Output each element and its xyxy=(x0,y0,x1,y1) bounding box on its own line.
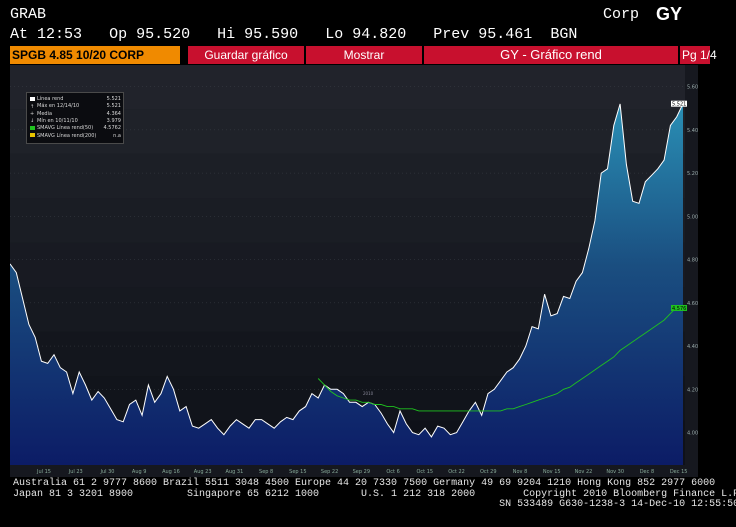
x-tick-label: Aug 23 xyxy=(194,469,212,475)
x-tick-label: Sep 8 xyxy=(259,469,273,475)
square-icon xyxy=(30,125,35,130)
sma-value-label: 4.576 xyxy=(672,306,686,312)
x-tick-label: Dec 15 xyxy=(670,469,688,475)
x-tick-label: Sep 29 xyxy=(353,469,370,475)
legend-value: 3.979 xyxy=(106,117,121,124)
square-icon xyxy=(30,133,35,137)
x-tick-label: Aug 9 xyxy=(132,469,147,475)
pricing-source: BGN xyxy=(550,26,578,43)
legend-item: + Media 4.364 xyxy=(30,111,121,118)
sector-label: Corp xyxy=(603,6,640,23)
legend-label: Mín en 10/11/10 xyxy=(37,117,78,124)
legend-label: Media xyxy=(37,110,53,117)
y-tick-label: 5.000 xyxy=(687,214,698,220)
background-band xyxy=(10,198,685,243)
background-band xyxy=(10,242,685,288)
footer-line-1: Australia 61 2 9777 8600 Brazil 5511 304… xyxy=(13,478,716,489)
low-value: 94.820 xyxy=(352,26,407,43)
save-chart-button[interactable]: Guardar gráfico xyxy=(188,46,304,64)
yield-chart[interactable]: 5.600 5.400 5.200 5.000 4.800 4.600 4.400 4.200… xyxy=(10,65,698,477)
open-label: Op xyxy=(109,26,128,43)
prev-value: 95.461 xyxy=(478,26,533,43)
footer-line-3: SN 533489 G630-1238-3 14-Dec-10 12:55:50 xyxy=(13,499,736,510)
x-tick-label: Jul 15 xyxy=(36,469,51,475)
x-tick-label: Oct 22 xyxy=(448,469,465,475)
ticker: GRAB xyxy=(10,6,47,23)
y-tick-label: 5.600 xyxy=(687,85,698,91)
sma-value-box xyxy=(671,304,687,311)
square-icon xyxy=(30,96,35,101)
legend-label: Línea rend xyxy=(37,96,64,102)
y-tick-label: 4.400 xyxy=(687,344,698,350)
y-tick-label: 5.400 xyxy=(687,128,698,134)
legend-label: SMAVG Línea rend(50) xyxy=(37,125,94,132)
chart-title-bar: GY - Gráfico rend xyxy=(424,46,678,64)
high-label: Hi xyxy=(217,26,236,43)
x-tick-label: Jul 23 xyxy=(68,469,83,475)
legend-value: 4.5762 xyxy=(103,125,122,132)
chart-svg: 5.600 5.400 5.200 5.000 4.800 4.600 4.400 4.200… xyxy=(10,65,698,477)
x-tick-label: Oct 15 xyxy=(416,469,433,475)
yield-line xyxy=(10,103,684,438)
legend-item: Línea rend 5.521 xyxy=(30,96,121,103)
quote-time: 12:53 xyxy=(37,26,83,43)
legend-label: Máx en 12/14/10 xyxy=(37,103,80,110)
last-value-box xyxy=(671,100,687,107)
x-tick-label: Aug 31 xyxy=(226,469,244,475)
open-value: 95.520 xyxy=(136,26,191,43)
y-tick-label: 4.200 xyxy=(687,387,698,393)
down-arrow-icon: ↓ xyxy=(30,118,35,125)
security-field[interactable]: SPGB 4.85 10/20 CORP xyxy=(10,46,180,64)
chart-legend[interactable]: Línea rend 5.521 ↑ Máx en 12/14/10 5.521 + Med… xyxy=(26,92,124,144)
legend-value: 4.364 xyxy=(106,110,121,117)
legend-item: ↑ Máx en 12/14/10 5.521 xyxy=(30,103,121,110)
plus-icon: + xyxy=(30,111,35,118)
x-tick-label: Nov 22 xyxy=(575,469,593,475)
sma50-line xyxy=(317,306,684,412)
header-quote-line: At 12:53 Op 95.520 Hi 95.590 Lo 94.820 P… xyxy=(10,26,577,43)
y-tick-label: 4.000 xyxy=(687,431,698,437)
x-tick-label: Sep 22 xyxy=(321,469,338,475)
legend-value: 5.521 xyxy=(106,103,121,110)
up-arrow-icon: ↑ xyxy=(30,103,35,110)
x-tick-label: Nov 8 xyxy=(513,469,528,475)
header-line-1: GRAB xyxy=(10,6,46,23)
page-indicator[interactable]: Pg 1/4 xyxy=(680,46,717,64)
x-tick-label: Jul 30 xyxy=(99,469,114,475)
x-tick-label: Nov 15 xyxy=(543,469,561,475)
background-band xyxy=(10,153,685,199)
low-label: Lo xyxy=(325,26,344,43)
show-button[interactable]: Mostrar xyxy=(306,46,422,64)
at-label: At xyxy=(10,26,29,43)
y-tick-label: 4.800 xyxy=(687,258,698,264)
last-value-label: 5.521 xyxy=(672,102,686,108)
x-tick-label: Oct 29 xyxy=(480,469,497,475)
x-tick-label: Dec 8 xyxy=(640,469,654,475)
yield-area xyxy=(10,103,683,465)
x-tick-label: Oct 6 xyxy=(386,469,399,475)
toolbar: SPGB 4.85 10/20 CORP Guardar gráfico Mos… xyxy=(10,46,717,64)
y-tick-label: 5.200 xyxy=(687,171,698,177)
footer: Australia 61 2 9777 8600 Brazil 5511 304… xyxy=(13,478,736,511)
legend-item: SMAVG Línea rend(50) 4.5762 xyxy=(30,125,121,132)
prev-label: Prev xyxy=(433,26,470,43)
legend-value: 5.521 xyxy=(106,96,121,102)
footer-line-2: Japan 81 3 3201 8900 Singapore 65 6212 1… xyxy=(13,488,736,500)
x-tick-label: Nov 30 xyxy=(606,469,624,475)
x-tick-label: Sep 15 xyxy=(289,469,306,475)
high-value: 95.590 xyxy=(244,26,299,43)
x-tick-label: Aug 16 xyxy=(162,469,180,475)
y-tick-label: 4.600 xyxy=(687,301,698,307)
year-label: 2010 xyxy=(363,391,374,396)
legend-value: n.a xyxy=(113,132,121,139)
function-code: GY xyxy=(656,4,683,24)
legend-label: SMAVG Línea rend(200) xyxy=(37,132,97,139)
legend-item: SMAVG Línea rend(200) n.a xyxy=(30,133,121,140)
legend-item: ↓ Mín en 10/11/10 3.979 xyxy=(30,118,121,125)
